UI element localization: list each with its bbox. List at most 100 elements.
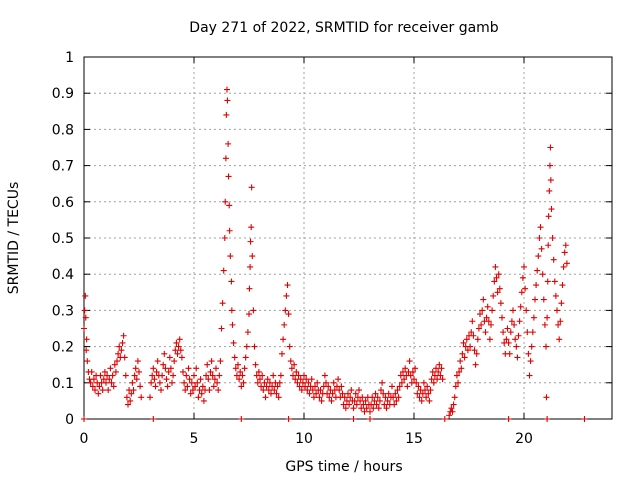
- data-point: [226, 202, 233, 209]
- data-point: [453, 372, 460, 379]
- data-point: [470, 332, 477, 339]
- data-point: [492, 263, 499, 270]
- data-point: [177, 347, 184, 354]
- data-point: [134, 358, 141, 365]
- data-point: [544, 278, 551, 285]
- data-point: [232, 365, 239, 372]
- data-point: [338, 383, 345, 390]
- data-point: [581, 416, 588, 422]
- data-point: [370, 405, 377, 412]
- data-point: [500, 329, 507, 336]
- data-point: [249, 253, 256, 260]
- data-point: [472, 361, 479, 368]
- data-point: [546, 162, 553, 169]
- y-tick-label: 0.8: [52, 122, 74, 138]
- data-point: [479, 307, 486, 314]
- data-point: [220, 267, 227, 274]
- y-tick-label: 0.3: [52, 303, 74, 319]
- data-point: [138, 394, 145, 401]
- data-point: [103, 379, 109, 386]
- data-point: [507, 329, 514, 336]
- data-point: [273, 390, 280, 397]
- data-point: [207, 368, 214, 375]
- data-point: [274, 383, 281, 390]
- data-point: [329, 390, 336, 397]
- data-point: [250, 307, 257, 314]
- data-point: [283, 292, 290, 299]
- data-point: [198, 390, 205, 397]
- data-point: [482, 329, 489, 336]
- data-point: [368, 401, 375, 408]
- data-point: [224, 97, 231, 104]
- data-point: [426, 397, 433, 404]
- data-point: [115, 350, 122, 357]
- data-point: [438, 365, 445, 372]
- data-point: [371, 397, 378, 404]
- data-point: [375, 405, 382, 412]
- data-point: [195, 394, 202, 401]
- data-point: [286, 343, 293, 350]
- data-point: [227, 253, 234, 260]
- data-point: [340, 401, 347, 408]
- data-point: [558, 300, 565, 307]
- data-point: [100, 376, 107, 383]
- data-point: [436, 361, 443, 368]
- data-point: [233, 372, 240, 379]
- data-point: [335, 376, 342, 383]
- data-point: [211, 376, 218, 383]
- data-point: [554, 307, 560, 314]
- data-point: [206, 387, 213, 394]
- data-point: [343, 397, 350, 404]
- y-tick-label: 0.4: [52, 267, 74, 283]
- data-point: [521, 263, 527, 270]
- data-point: [295, 372, 302, 379]
- data-point: [301, 372, 307, 379]
- data-point: [545, 213, 552, 220]
- data-point: [345, 390, 351, 397]
- data-point: [455, 379, 461, 386]
- data-point: [182, 387, 189, 394]
- data-point: [83, 336, 90, 343]
- data-point: [129, 379, 136, 386]
- data-point: [548, 206, 555, 213]
- data-point: [435, 368, 442, 375]
- data-point: [379, 379, 386, 386]
- data-point: [526, 372, 533, 379]
- data-point: [123, 394, 130, 401]
- data-point: [222, 155, 229, 162]
- data-point: [101, 368, 108, 375]
- data-point: [317, 387, 324, 394]
- data-point: [389, 383, 395, 390]
- chart-title: Day 271 of 2022, SRMTID for receiver gam…: [189, 20, 499, 36]
- data-point: [414, 390, 421, 397]
- data-point: [114, 358, 120, 365]
- data-point: [323, 379, 329, 386]
- x-tick-labels: 0 5 10 15 20: [80, 431, 533, 447]
- data-point: [547, 144, 554, 151]
- data-point: [260, 387, 267, 394]
- data-point: [298, 387, 305, 394]
- data-point: [446, 412, 453, 419]
- y-tick-labels: 0 0.1 0.2 0.3 0.4 0.5 0.6 0.7 0.8 0.9 1: [52, 50, 74, 428]
- data-point: [400, 368, 406, 375]
- data-point: [222, 198, 229, 205]
- data-point: [372, 390, 379, 397]
- data-point: [563, 260, 570, 267]
- data-point: [555, 321, 562, 328]
- data-point: [259, 372, 266, 379]
- data-point: [325, 383, 332, 390]
- data-point: [284, 282, 291, 289]
- data-point: [111, 361, 118, 368]
- data-point: [137, 383, 144, 390]
- data-point: [290, 372, 296, 379]
- data-point: [288, 365, 295, 372]
- data-point: [424, 383, 431, 390]
- data-point: [530, 314, 537, 321]
- data-point: [228, 278, 235, 285]
- data-point: [544, 314, 551, 321]
- data-point: [401, 376, 408, 383]
- data-point: [347, 394, 354, 401]
- data-point: [390, 394, 397, 401]
- data-point: [82, 314, 89, 321]
- data-point: [418, 397, 425, 404]
